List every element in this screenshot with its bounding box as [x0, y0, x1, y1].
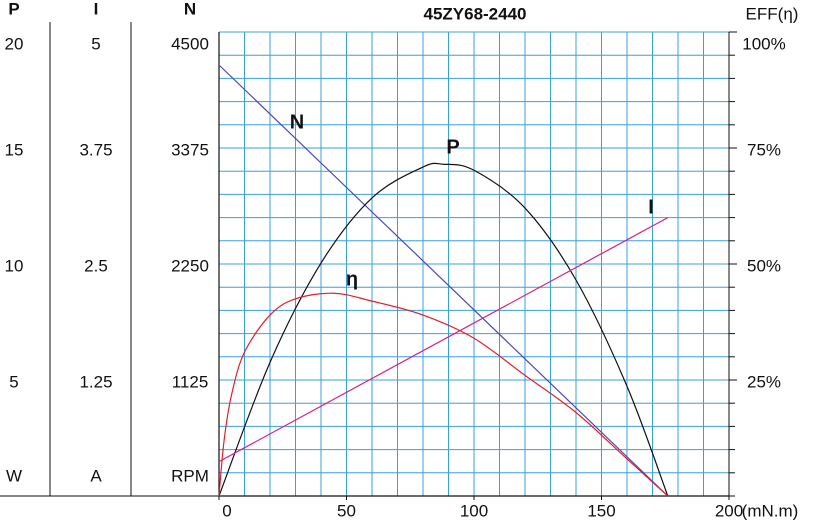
series-line: [218, 162, 669, 497]
x-tick-label: 200: [715, 501, 743, 520]
x-axis-label: (mN.m): [742, 501, 799, 520]
chart-title: 45ZY68-2440: [423, 4, 526, 23]
axis-title: P: [8, 0, 19, 18]
axis-unit: W: [6, 466, 22, 485]
series-label: η: [346, 268, 358, 290]
series-line: [218, 64, 669, 497]
y-tick-label: 1.25: [79, 372, 112, 391]
y-tick-label: 3375: [171, 140, 209, 159]
x-tick-label: 50: [337, 501, 356, 520]
y2-tick-label: 75%: [747, 140, 781, 159]
y-tick-label: 1125: [172, 372, 209, 391]
y-tick-label: 10: [5, 256, 24, 275]
y-tick-label: 4500: [171, 34, 209, 53]
series-label: N: [290, 111, 304, 133]
y-tick-label: 3.75: [79, 140, 112, 159]
y-tick-label: 20: [5, 34, 24, 53]
x-tick-label: 150: [587, 501, 615, 520]
y-tick-label: 15: [5, 140, 24, 159]
y-tick-label: 5: [91, 34, 100, 53]
axis-unit: A: [90, 466, 102, 485]
y-tick-label: 5: [9, 372, 18, 391]
series-line: [218, 292, 669, 497]
y-tick-label: 2.5: [84, 256, 108, 275]
y2-tick-label: 100%: [742, 34, 785, 53]
series-label: I: [648, 196, 654, 218]
axis-title: N: [184, 0, 196, 18]
y2-axis-title: EFF(η): [746, 4, 799, 23]
series-line: [218, 217, 669, 463]
x-tick-label: 0: [222, 501, 231, 520]
x-tick-label: 100: [460, 501, 488, 520]
y-tick-label: 2250: [171, 256, 209, 275]
y2-tick-label: 50%: [747, 256, 781, 275]
axis-title: I: [94, 0, 99, 18]
axis-unit: RPM: [171, 466, 209, 485]
y2-tick-label: 25%: [747, 372, 781, 391]
series-label: P: [446, 136, 459, 158]
